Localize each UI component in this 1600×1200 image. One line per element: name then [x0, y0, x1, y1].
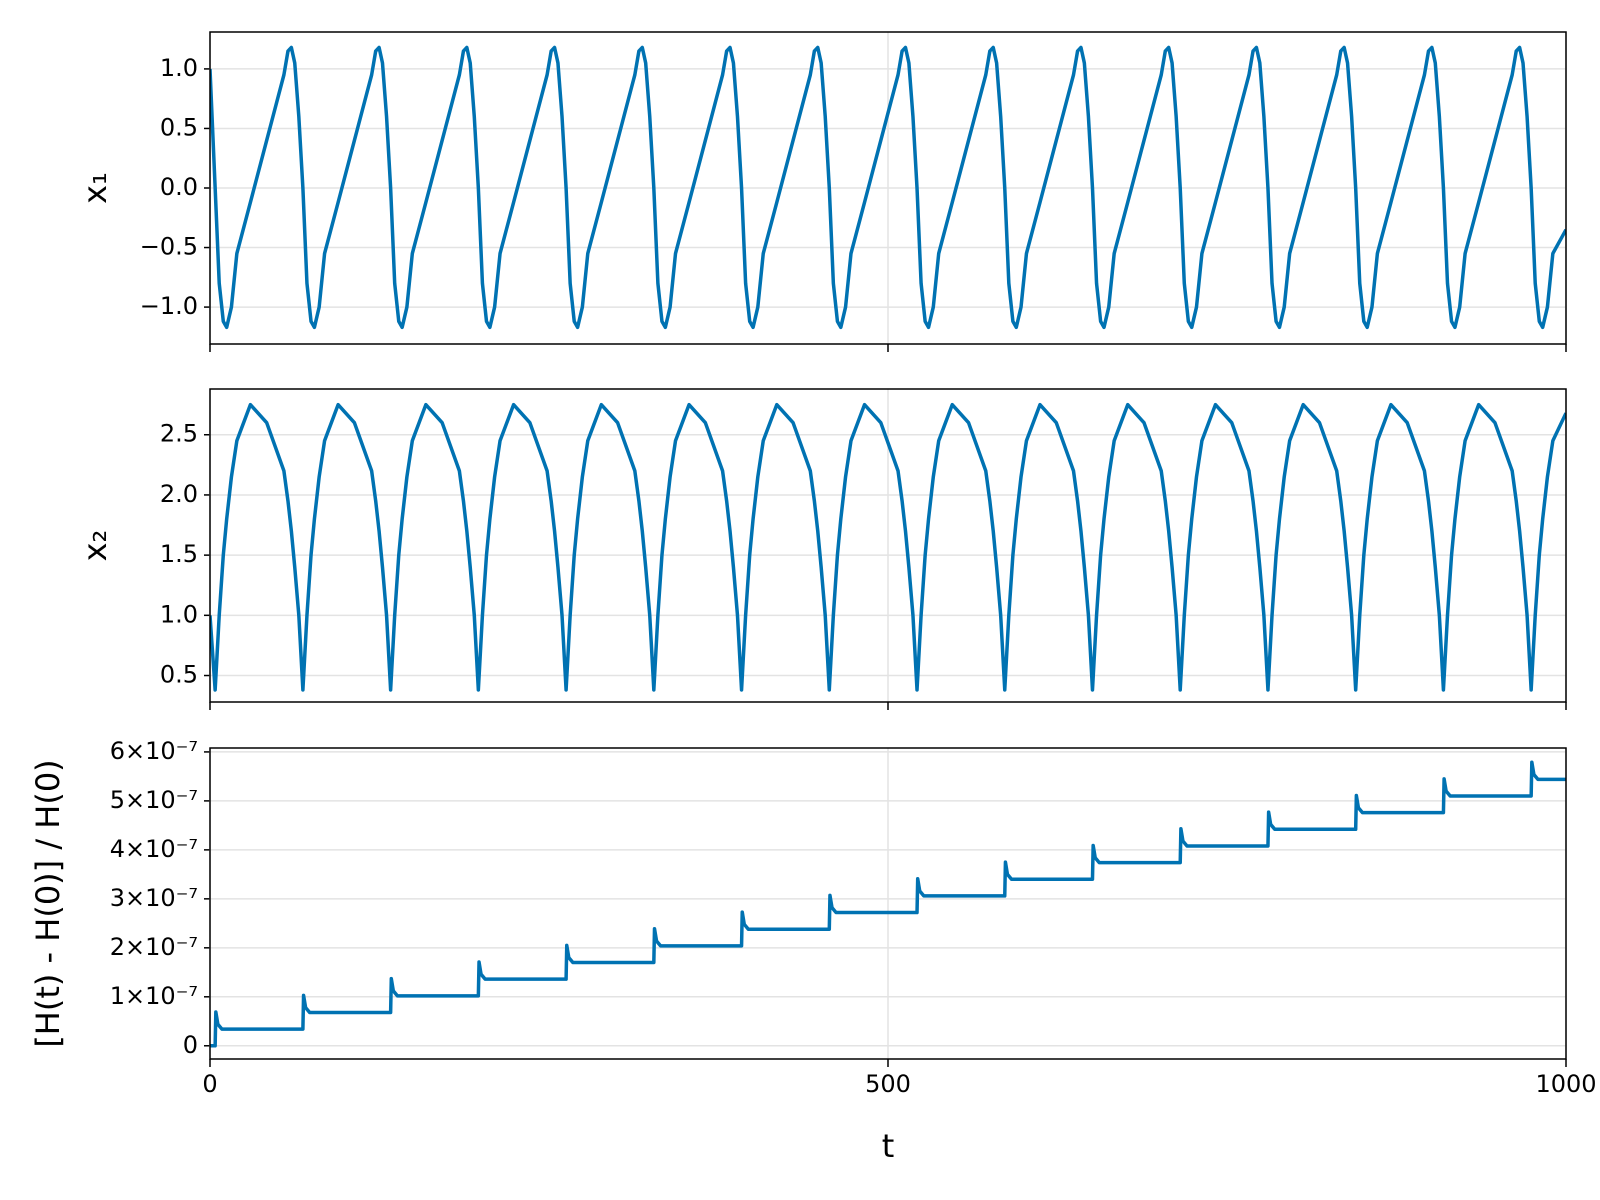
x-tick-label: 1000	[1535, 1070, 1596, 1098]
plot-frame	[209, 31, 1567, 345]
y-tick-label: 4×10⁻⁷	[110, 835, 198, 863]
y-tick-label: −0.5	[140, 233, 198, 261]
y-tick-label: 3×10⁻⁷	[110, 884, 198, 912]
plot-frame	[209, 747, 1567, 1060]
y-tick-label: 6×10⁻⁷	[110, 737, 198, 765]
panel: −1.0 −0.5 0.0 0.5 1.0 x₁	[76, 31, 1567, 352]
y-axis-label: [H(t) - H(0)] / H(0)	[29, 759, 67, 1047]
x-axis-label: t	[882, 1127, 895, 1165]
y-tick-label: 1.5	[160, 540, 198, 568]
y-tick-label: 0.0	[160, 173, 198, 201]
y-tick-label: 0.5	[160, 113, 198, 141]
y-tick-label: 1×10⁻⁷	[110, 982, 198, 1010]
y-tick-label: 0	[183, 1031, 198, 1059]
plot-frame	[209, 388, 1567, 703]
y-axis-label: x₂	[76, 530, 114, 562]
y-tick-label: 1.0	[160, 54, 198, 82]
data-line	[210, 402, 1566, 692]
y-tick-label: 2.5	[160, 420, 198, 448]
x-tick-label: 500	[865, 1070, 911, 1098]
panel: 0 1×10⁻⁷ 2×10⁻⁷ 3×10⁻⁷ 4×10⁻⁷ 5×10⁻⁷ 6×10⁻⁷ 0 50…	[29, 737, 1597, 1165]
y-tick-label: 2×10⁻⁷	[110, 933, 198, 961]
y-tick-label: 5×10⁻⁷	[110, 786, 198, 814]
data-line	[210, 760, 1566, 1048]
y-tick-label: 1.0	[160, 600, 198, 628]
data-line	[210, 45, 1566, 330]
y-tick-label: 2.0	[160, 480, 198, 508]
x-tick-label: 0	[202, 1070, 217, 1098]
y-tick-label: −1.0	[140, 292, 198, 320]
y-tick-label: 0.5	[160, 661, 198, 689]
panel: 0.5 1.0 1.5 2.0 2.5 x₂	[76, 388, 1567, 710]
y-axis-label: x₁	[76, 172, 114, 204]
